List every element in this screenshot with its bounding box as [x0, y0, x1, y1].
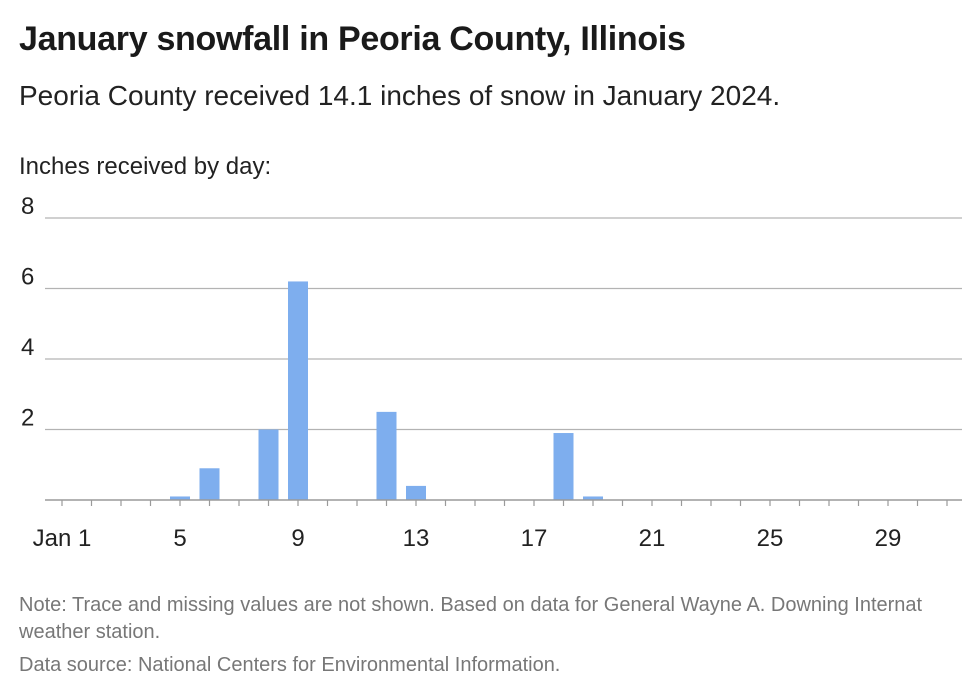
x-tick-label: 25 [757, 525, 784, 552]
y-tick-label: 4 [21, 334, 34, 361]
x-tick-label: Jan 1 [33, 525, 92, 552]
chart-title: January snowfall in Peoria County, Illin… [19, 20, 686, 58]
y-axis-caption: Inches received by day: [19, 153, 272, 180]
bar [170, 496, 190, 500]
chart-note: Note: Trace and missing values are not s… [19, 594, 923, 643]
x-tick-label: 21 [639, 525, 666, 552]
data-source: Data source: National Centers for Enviro… [19, 654, 561, 676]
bar [553, 433, 574, 500]
y-tick-label: 2 [21, 405, 34, 432]
bar [288, 281, 308, 500]
chart-subtitle: Peoria County received 14.1 inches of sn… [19, 80, 781, 111]
y-tick-label: 8 [21, 193, 34, 220]
x-tick-label: 29 [875, 525, 902, 552]
bar [199, 468, 220, 500]
bar [258, 429, 279, 500]
x-tick-label: 13 [403, 525, 430, 552]
bar [376, 411, 397, 500]
bar [406, 485, 426, 500]
x-tick-label: 17 [521, 525, 548, 552]
bar [583, 496, 603, 500]
x-axis: Jan 1 5 9 13 17 21 25 29 [33, 499, 962, 552]
bars [170, 281, 603, 500]
x-tick-label: 5 [173, 525, 186, 552]
x-tick-label: 9 [291, 525, 304, 552]
y-tick-label: 6 [21, 264, 34, 291]
gridlines: 2 4 6 8 [21, 193, 962, 432]
bar-chart: 2 4 6 8 Jan 1 5 9 13 17 21 25 29 [21, 193, 962, 552]
